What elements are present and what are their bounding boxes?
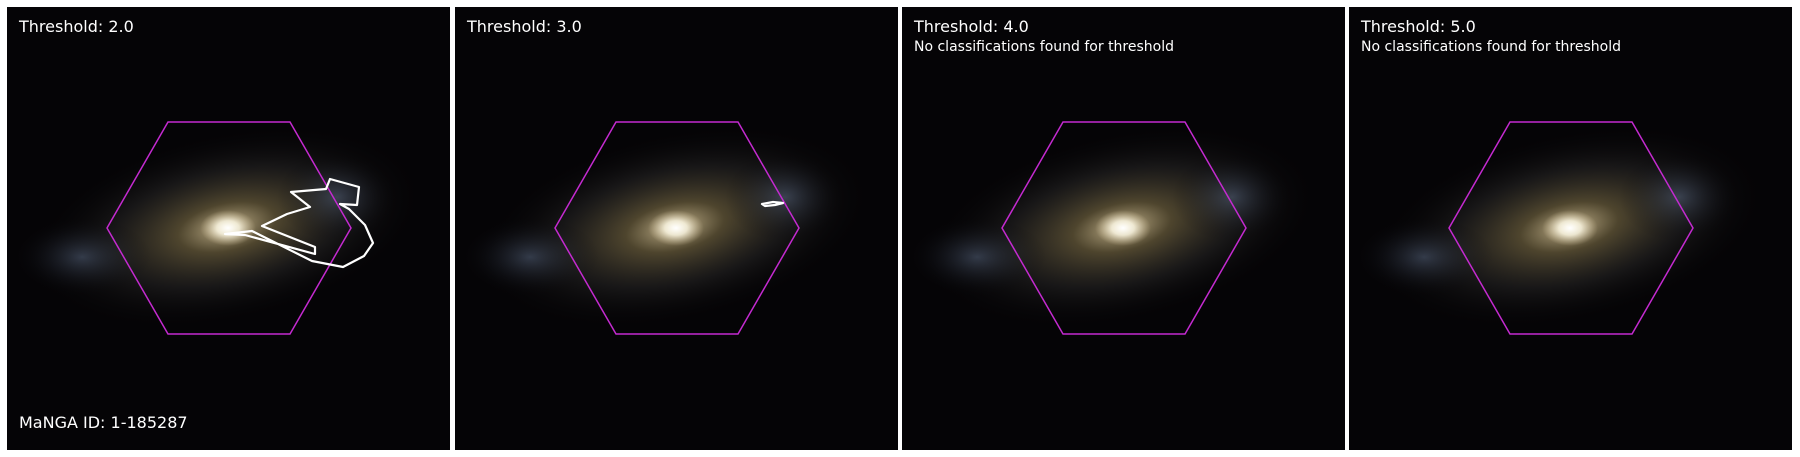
classification-contour [760, 200, 785, 208]
ifu-hexagon [106, 121, 352, 335]
no-classification-note: No classifications found for threshold [914, 39, 1174, 55]
panel-threshold-4: Threshold: 4.0 No classifications found … [902, 7, 1345, 450]
panel-threshold-2: Threshold: 2.0 MaNGA ID: 1-185287 [7, 7, 450, 450]
panel-threshold-5: Threshold: 5.0 No classifications found … [1349, 7, 1792, 450]
panel-title: Threshold: 3.0 [467, 17, 582, 36]
panel-title: Threshold: 5.0 [1361, 17, 1476, 36]
galaxy-arm [460, 217, 600, 297]
galaxy-arm [1172, 152, 1292, 242]
galaxy-core [1095, 210, 1151, 246]
panel-threshold-3: Threshold: 3.0 [455, 7, 898, 450]
galaxy-image [455, 7, 898, 450]
galaxy-core [200, 210, 256, 246]
galaxy-core [648, 210, 704, 246]
galaxy-image [7, 7, 450, 450]
galaxy-image [1349, 7, 1792, 450]
galaxy-arm [725, 152, 845, 242]
classification-contour [223, 177, 375, 269]
panel-title: Threshold: 4.0 [914, 17, 1029, 36]
galaxy-image [902, 7, 1345, 450]
galaxy-arm [277, 152, 397, 242]
no-classification-note: No classifications found for threshold [1361, 39, 1621, 55]
manga-id-label: MaNGA ID: 1-185287 [19, 413, 188, 432]
galaxy-arm [1619, 152, 1739, 242]
galaxy-arm [907, 217, 1047, 297]
galaxy-arm [12, 217, 152, 297]
ifu-hexagon [554, 121, 800, 335]
galaxy-arm [1354, 217, 1494, 297]
ifu-hexagon [1448, 121, 1694, 335]
panel-title: Threshold: 2.0 [19, 17, 134, 36]
galaxy-core [1542, 210, 1598, 246]
ifu-hexagon [1001, 121, 1247, 335]
